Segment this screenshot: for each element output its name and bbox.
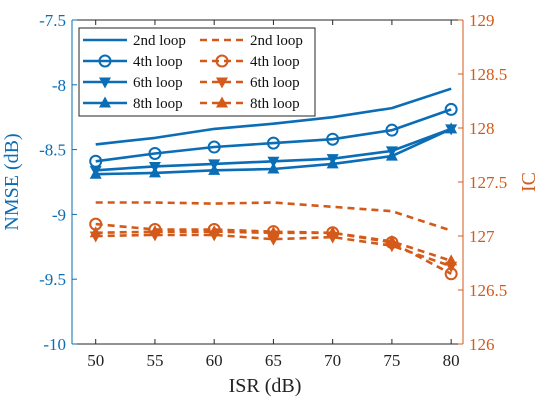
series-line xyxy=(95,87,452,146)
legend-label: 2nd loop xyxy=(133,33,186,49)
legend-label: 8th loop xyxy=(133,96,183,112)
series-nmse-0 xyxy=(95,87,452,146)
triangle-down-marker xyxy=(267,156,280,168)
legend-item: 4th loop xyxy=(83,54,183,70)
triangle-up-marker xyxy=(89,167,102,179)
y-right-tick-label: 128.5 xyxy=(469,65,507,84)
x-axis-label: ISR (dB) xyxy=(229,375,302,397)
series-nmse-1 xyxy=(89,102,458,168)
x-tick-label: 75 xyxy=(383,351,400,370)
legend-item: 6th loop xyxy=(200,75,300,91)
series-line xyxy=(95,108,452,163)
circle-marker xyxy=(207,140,221,154)
triangle-up-marker xyxy=(445,122,458,134)
x-tick-label: 55 xyxy=(146,351,163,370)
y-left-tick-label: -8 xyxy=(52,76,66,95)
triangle-up-marker xyxy=(326,157,339,169)
triangle-down-marker xyxy=(267,234,280,246)
y-right-tick-label: 126 xyxy=(469,335,495,354)
triangle-up-marker xyxy=(216,96,228,108)
circle-marker xyxy=(98,54,112,68)
legend-item: 2nd loop xyxy=(83,33,186,49)
legend-label: 2nd loop xyxy=(250,33,303,49)
y-right-tick-label: 128 xyxy=(469,119,495,138)
legend-label: 4th loop xyxy=(133,54,183,70)
x-tick-label: 70 xyxy=(324,351,341,370)
y-right-tick-label: 129 xyxy=(469,11,495,30)
y-right-tick-label: 127.5 xyxy=(469,173,507,192)
triangle-up-marker xyxy=(267,162,280,174)
series-ic-7 xyxy=(89,225,458,266)
legend-item: 8th loop xyxy=(200,96,300,112)
circle-marker xyxy=(385,123,399,137)
legend-label: 6th loop xyxy=(250,75,300,91)
y-left-tick-label: -9.5 xyxy=(39,270,66,289)
y-left-tick-label: -10 xyxy=(43,335,66,354)
legend-item: 8th loop xyxy=(83,96,183,112)
legend-label: 6th loop xyxy=(133,75,183,91)
legend-item: 2nd loop xyxy=(200,33,303,49)
legend: 2nd loop 4th loop 6th loop 8th loop 2nd loop… xyxy=(78,27,316,117)
x-tick-label: 65 xyxy=(265,351,282,370)
circle-marker xyxy=(215,54,229,68)
x-tick-label: 50 xyxy=(87,351,104,370)
series-nmse-3 xyxy=(89,122,458,179)
circle-marker xyxy=(444,102,458,116)
y-right-tick-label: 126.5 xyxy=(469,281,507,300)
triangle-up-marker xyxy=(267,226,280,238)
legend-box xyxy=(78,27,316,117)
series-layer xyxy=(89,87,458,281)
triangle-up-marker xyxy=(89,226,102,238)
triangle-up-marker xyxy=(148,166,161,178)
triangle-up-marker xyxy=(385,149,398,161)
legend-item: 6th loop xyxy=(83,75,183,91)
y-right-tick-label: 127 xyxy=(469,227,495,246)
triangle-up-marker xyxy=(445,254,458,266)
legend-item: 4th loop xyxy=(200,54,300,70)
legend-label: 8th loop xyxy=(250,96,300,112)
circle-marker xyxy=(326,132,340,146)
triangle-up-marker xyxy=(148,225,161,237)
triangle-up-marker xyxy=(208,225,221,237)
y-axis-right-label: IC xyxy=(518,172,540,192)
circle-marker xyxy=(266,136,280,150)
triangle-down-marker xyxy=(216,77,228,89)
triangle-up-marker xyxy=(208,163,221,175)
y-axis-left-label: NMSE (dB) xyxy=(1,133,23,230)
y-left-tick-label: -7.5 xyxy=(39,11,66,30)
triangle-up-marker xyxy=(385,234,398,246)
x-tick-label: 80 xyxy=(443,351,460,370)
y-left-tick-label: -8.5 xyxy=(39,141,66,160)
y-left-tick-label: -9 xyxy=(52,205,66,224)
x-tick-label: 60 xyxy=(206,351,223,370)
axes-layer: NMSE (dB) IC ISR (dB) 50 55 60 65 70 75 80 -7.5… xyxy=(1,11,540,397)
triangle-up-marker xyxy=(326,226,339,238)
legend-label: 4th loop xyxy=(250,54,300,70)
triangle-up-marker xyxy=(99,96,111,108)
circle-marker xyxy=(148,146,162,160)
triangle-down-marker xyxy=(99,77,111,89)
